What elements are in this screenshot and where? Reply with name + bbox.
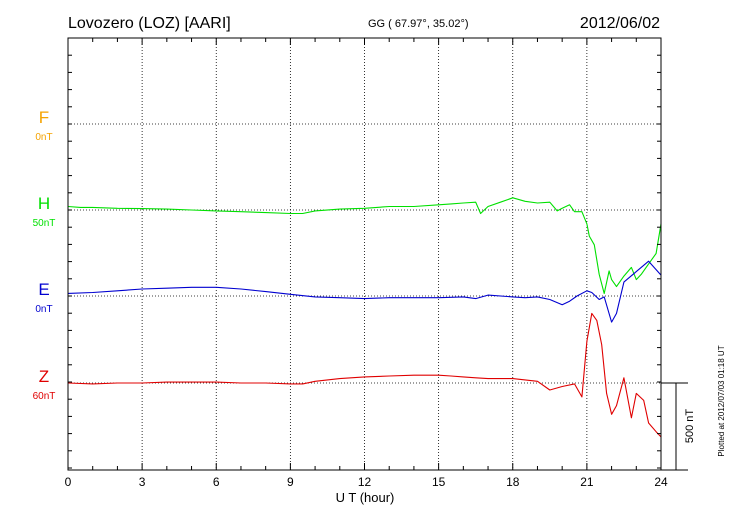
x-tick-label-21: 21 bbox=[580, 475, 594, 489]
channel-offset-E: 0nT bbox=[35, 304, 52, 315]
x-tick-label-6: 6 bbox=[213, 475, 220, 489]
plotted-timestamp: Plotted at 2012/07/03 01:18 UT bbox=[717, 345, 726, 456]
scale-bar-label: 500 nT bbox=[684, 409, 696, 444]
channel-label-Z: Z bbox=[39, 367, 49, 386]
channel-label-H: H bbox=[38, 194, 50, 213]
x-tick-label-0: 0 bbox=[65, 475, 72, 489]
channel-offset-F: 0nT bbox=[35, 132, 52, 143]
x-tick-label-18: 18 bbox=[506, 475, 520, 489]
x-tick-label-12: 12 bbox=[358, 475, 372, 489]
channel-label-E: E bbox=[38, 280, 49, 299]
channel-offset-H: 50nT bbox=[33, 218, 56, 229]
series-lines bbox=[67, 197, 662, 438]
x-tick-label-9: 9 bbox=[287, 475, 294, 489]
coordinates-label: GG ( 67.97°, 35.02°) bbox=[368, 18, 469, 30]
series-line-E bbox=[67, 260, 662, 323]
x-tick-label-24: 24 bbox=[654, 475, 668, 489]
x-tick-label-3: 3 bbox=[139, 475, 146, 489]
x-axis-label: U T (hour) bbox=[336, 490, 395, 505]
date-label: 2012/06/02 bbox=[580, 15, 660, 32]
grid bbox=[68, 38, 661, 470]
channel-labels: F 0nT H 50nT E 0nT Z 60nT bbox=[33, 108, 56, 402]
channel-label-F: F bbox=[39, 108, 49, 127]
x-tick-label-15: 15 bbox=[432, 475, 446, 489]
station-title: Lovozero (LOZ) [AARI] bbox=[68, 15, 231, 32]
series-line-Z bbox=[67, 312, 662, 438]
scale-bar: 500 nT bbox=[661, 382, 696, 471]
x-ticks: 0 3 6 9 12 15 18 21 24 bbox=[65, 37, 668, 489]
series-line-H bbox=[67, 197, 662, 295]
channel-offset-Z: 60nT bbox=[33, 391, 56, 402]
